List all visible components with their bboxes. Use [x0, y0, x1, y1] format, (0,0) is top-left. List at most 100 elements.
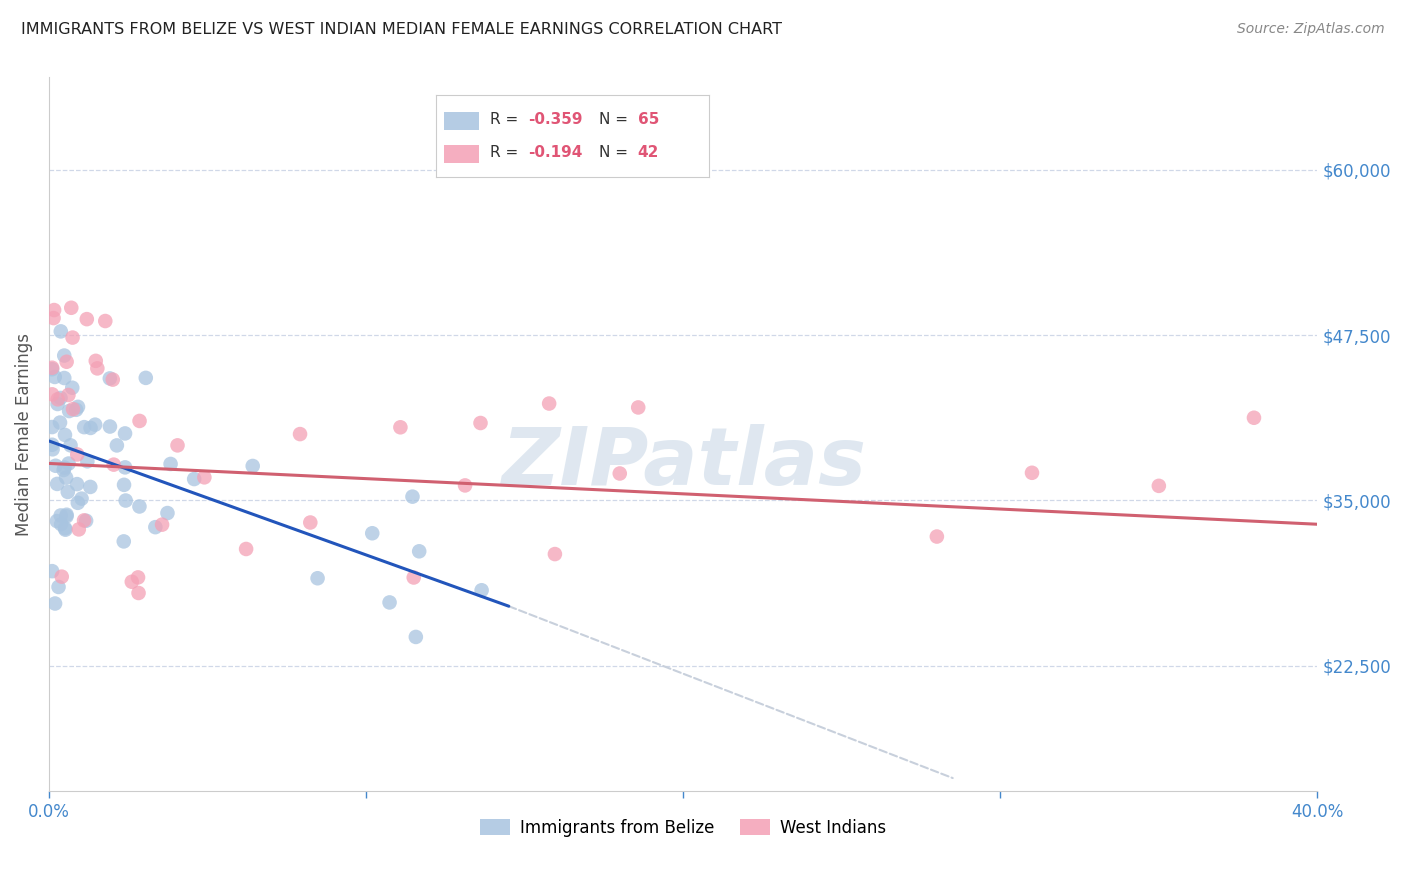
- Point: [41, 387, 63, 401]
- Point: [55, 470, 77, 484]
- Point: [183, 472, 205, 486]
- Point: [46, 397, 69, 411]
- Point: [51, 569, 73, 583]
- Point: [70, 491, 93, 506]
- Point: [53, 371, 76, 385]
- Point: [193, 470, 215, 484]
- Point: [60, 381, 83, 395]
- Point: [84, 354, 107, 368]
- Point: [44, 597, 66, 611]
- Point: [98, 371, 121, 385]
- Point: [86, 361, 108, 376]
- Point: [166, 438, 188, 452]
- Point: [408, 544, 430, 558]
- Point: [609, 467, 631, 481]
- Point: [98, 419, 121, 434]
- Point: [41, 420, 63, 434]
- Point: [114, 493, 136, 508]
- Point: [58, 404, 80, 418]
- Point: [389, 420, 412, 434]
- Point: [41, 564, 63, 578]
- Point: [45, 458, 67, 473]
- Point: [67, 522, 90, 536]
- Point: [66, 447, 89, 461]
- Point: [59, 438, 82, 452]
- Point: [76, 454, 98, 468]
- Point: [76, 312, 98, 326]
- Point: [41, 438, 63, 452]
- Point: [405, 630, 427, 644]
- Point: [58, 388, 80, 402]
- Point: [114, 460, 136, 475]
- Text: Source: ZipAtlas.com: Source: ZipAtlas.com: [1237, 22, 1385, 37]
- Point: [471, 583, 494, 598]
- Point: [42, 303, 65, 318]
- Point: [49, 391, 72, 405]
- Text: IMMIGRANTS FROM BELIZE VS WEST INDIAN MEDIAN FEMALE EARNINGS CORRELATION CHART: IMMIGRANTS FROM BELIZE VS WEST INDIAN ME…: [21, 22, 782, 37]
- Point: [127, 570, 149, 584]
- Point: [79, 421, 101, 435]
- Point: [112, 478, 135, 492]
- Point: [79, 480, 101, 494]
- Point: [627, 401, 650, 415]
- Point: [361, 526, 384, 541]
- Point: [84, 417, 107, 432]
- Point: [544, 547, 567, 561]
- Point: [1243, 410, 1265, 425]
- Point: [53, 349, 76, 363]
- Y-axis label: Median Female Earnings: Median Female Earnings: [15, 333, 32, 536]
- Point: [65, 402, 87, 417]
- Point: [66, 496, 89, 510]
- Point: [49, 324, 72, 338]
- Point: [48, 580, 70, 594]
- Point: [1147, 479, 1170, 493]
- Point: [58, 457, 80, 471]
- Point: [41, 442, 63, 457]
- Point: [299, 516, 322, 530]
- Point: [128, 414, 150, 428]
- Point: [49, 416, 72, 430]
- Point: [41, 360, 63, 375]
- Point: [53, 460, 76, 475]
- Point: [55, 355, 77, 369]
- Point: [156, 506, 179, 520]
- Point: [73, 420, 96, 434]
- Point: [128, 500, 150, 514]
- Point: [143, 520, 166, 534]
- Point: [150, 517, 173, 532]
- Text: ZIPatlas: ZIPatlas: [501, 424, 866, 502]
- Point: [62, 402, 84, 417]
- Point: [135, 371, 157, 385]
- Point: [112, 534, 135, 549]
- Point: [46, 392, 69, 407]
- Point: [402, 570, 425, 584]
- Point: [401, 490, 423, 504]
- Point: [52, 463, 75, 477]
- Point: [53, 428, 76, 442]
- Point: [49, 508, 72, 523]
- Point: [44, 370, 66, 384]
- Point: [62, 330, 84, 344]
- Point: [378, 595, 401, 609]
- Point: [470, 416, 492, 430]
- Point: [66, 400, 89, 414]
- Point: [73, 513, 96, 527]
- Point: [53, 521, 76, 535]
- Point: [242, 458, 264, 473]
- Point: [925, 530, 948, 544]
- Point: [128, 586, 150, 600]
- Point: [45, 514, 67, 528]
- Point: [105, 438, 128, 452]
- Point: [55, 509, 77, 524]
- Point: [55, 508, 77, 522]
- Point: [538, 396, 561, 410]
- Point: [66, 477, 89, 491]
- Point: [60, 301, 83, 315]
- Point: [75, 514, 97, 528]
- Point: [454, 478, 477, 492]
- Point: [94, 314, 117, 328]
- Point: [288, 427, 311, 442]
- Point: [235, 541, 257, 556]
- Point: [101, 373, 124, 387]
- Point: [307, 571, 329, 585]
